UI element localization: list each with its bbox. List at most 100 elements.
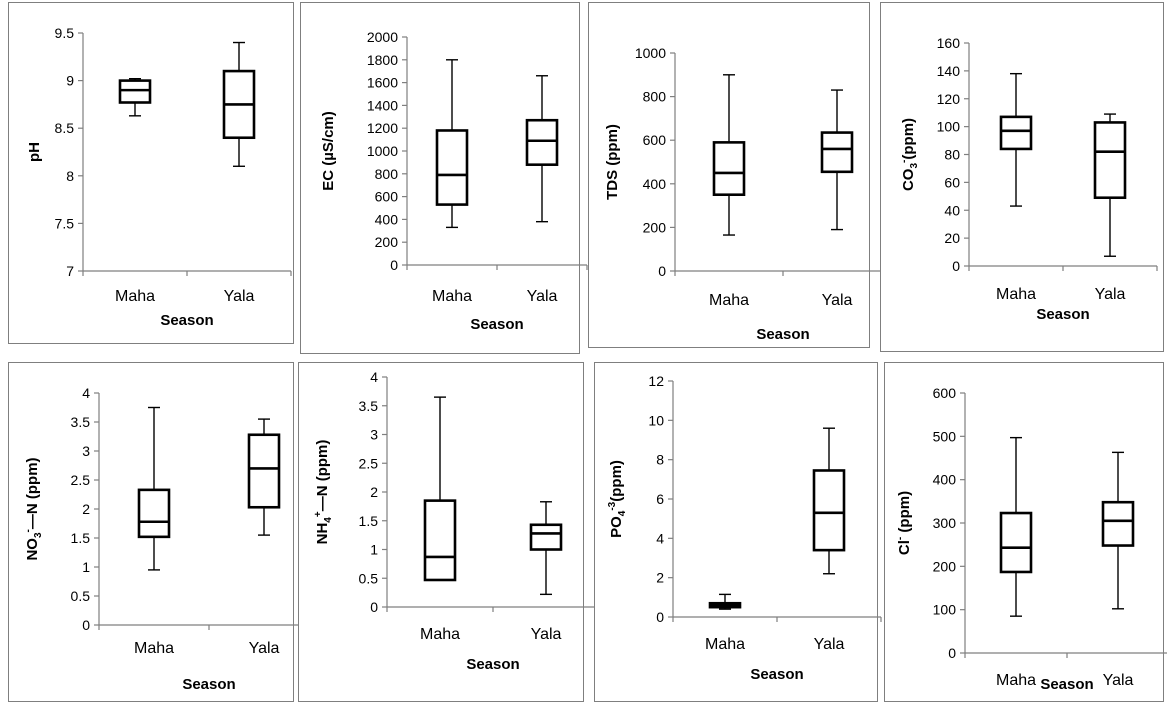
- y-tick-label: 10: [648, 412, 664, 428]
- y-tick-label: 1000: [367, 143, 398, 159]
- y-tick-label: 0: [370, 599, 378, 615]
- box-maha: [118, 77, 152, 117]
- box-body: [525, 118, 559, 166]
- chart-svg: 0 0.5 1 1.5 2 2.5 3 3.5 4 Maha Yala Season NH4+—N (p…: [313, 369, 600, 673]
- x-tick-label: Yala: [531, 626, 562, 643]
- y-axis-title: CO3-(ppm): [899, 118, 920, 191]
- x-tick-label: Maha: [996, 672, 1036, 689]
- x-tick-label: Yala: [224, 288, 255, 305]
- chart-svg: 7 7.5 8 8.5 9 9.5 Maha Yala Season pH: [26, 25, 292, 329]
- box-body: [999, 511, 1033, 574]
- y-tick-label: 100: [937, 119, 961, 135]
- y-tick-label: 40: [944, 202, 960, 218]
- box-maha: [999, 72, 1033, 207]
- y-tick-label: 0: [390, 257, 398, 273]
- x-tick-label: Maha: [420, 626, 460, 643]
- y-tick-label: 600: [375, 189, 399, 205]
- y-tick-label: 1: [370, 542, 378, 558]
- box-maha: [435, 59, 469, 229]
- y-tick-label: 12: [648, 373, 664, 389]
- y-tick-label: 200: [375, 234, 399, 250]
- y-tick-label: 20: [944, 230, 960, 246]
- y-tick-label: 200: [643, 219, 667, 235]
- y-tick-label: 1.5: [359, 513, 379, 529]
- box-yala: [812, 427, 846, 575]
- x-axis-title: Season: [466, 656, 519, 673]
- y-tick-label: 1200: [367, 120, 398, 136]
- y-tick-label: 8.5: [55, 120, 75, 136]
- box-maha: [708, 593, 742, 610]
- box-yala: [1093, 113, 1127, 257]
- box-body: [118, 79, 152, 104]
- box-body: [1101, 500, 1135, 547]
- box-body: [423, 499, 457, 582]
- y-tick-label: 140: [937, 63, 961, 79]
- x-axis-title: Season: [160, 312, 213, 329]
- y-axis-title: NH4+—N (ppm): [313, 440, 334, 545]
- x-tick-label: Maha: [432, 288, 472, 305]
- x-axis-title: Season: [756, 326, 809, 343]
- y-axis-title: pH: [26, 142, 43, 162]
- chart-panel-cl: 0 100 200 300 400 500 600 Maha Yala Season Cl- (pp…: [884, 362, 1167, 702]
- y-tick-label: 600: [643, 132, 667, 148]
- box-body: [529, 523, 563, 551]
- box-maha: [137, 406, 171, 571]
- y-tick-label: 400: [375, 211, 399, 227]
- box-body: [435, 129, 469, 206]
- y-tick-label: 1600: [367, 75, 398, 91]
- chart-svg: 0 20 40 60 80 100 120 140 160 Maha Yala Season CO3-(…: [899, 35, 1158, 323]
- chart-svg: 0 2 4 6 8 10 12 Maha Yala Season PO4-3(ppm): [607, 373, 882, 683]
- x-tick-label: Maha: [705, 636, 745, 653]
- chart-panel-no3: 0 0.5 1 1.5 2 2.5 3 3.5 4 Maha Yala Season NO3-—N (p…: [8, 362, 320, 702]
- box-body: [137, 488, 171, 539]
- box-maha: [999, 436, 1033, 617]
- y-tick-label: 4: [370, 369, 378, 385]
- x-tick-label: Maha: [709, 292, 749, 309]
- x-tick-label: Maha: [996, 286, 1036, 303]
- y-axis-title: TDS (ppm): [604, 124, 621, 200]
- x-tick-label: Yala: [249, 640, 280, 657]
- x-axis-title: Season: [182, 676, 235, 693]
- y-tick-label: 7: [66, 263, 74, 279]
- y-tick-label: 200: [933, 558, 957, 574]
- y-tick-label: 800: [375, 166, 399, 182]
- y-tick-label: 3.5: [71, 414, 91, 430]
- y-tick-label: 1800: [367, 52, 398, 68]
- y-tick-label: 160: [937, 35, 961, 51]
- x-tick-label: Yala: [1103, 672, 1134, 689]
- chart-svg: 0 200 400 600 800 1000 Maha Yala Season TDS (ppm): [604, 45, 892, 343]
- box-yala: [820, 89, 854, 231]
- y-tick-label: 3: [370, 427, 378, 443]
- y-tick-label: 0.5: [71, 588, 91, 604]
- y-tick-label: 1000: [635, 45, 666, 61]
- x-tick-label: Yala: [527, 288, 558, 305]
- y-tick-label: 8: [656, 452, 664, 468]
- y-tick-label: 0: [82, 617, 90, 633]
- y-tick-label: 600: [933, 385, 957, 401]
- y-tick-label: 60: [944, 174, 960, 190]
- y-tick-label: 8: [66, 168, 74, 184]
- chart-panel-nh4: 0 0.5 1 1.5 2 2.5 3 3.5 4 Maha Yala Season NH4+—N (p…: [298, 362, 600, 702]
- y-tick-label: 0: [952, 258, 960, 274]
- y-tick-label: 2: [82, 501, 90, 517]
- y-tick-label: 400: [933, 472, 957, 488]
- box-body: [247, 433, 281, 509]
- y-axis-title: EC (µS/cm): [320, 111, 337, 191]
- x-tick-label: Yala: [814, 636, 845, 653]
- y-tick-label: 4: [656, 530, 664, 546]
- y-tick-label: 800: [643, 89, 667, 105]
- box-body: [812, 469, 846, 552]
- x-tick-label: Maha: [115, 288, 155, 305]
- x-tick-label: Yala: [822, 292, 853, 309]
- y-tick-label: 300: [933, 515, 957, 531]
- box-body: [1093, 121, 1127, 200]
- y-tick-label: 1400: [367, 97, 398, 113]
- chart-svg: 0 200 400 600 800 1000 1200 1400 1600 1800 2000 Mah…: [320, 29, 588, 333]
- y-tick-label: 6: [656, 491, 664, 507]
- box-yala: [525, 75, 559, 223]
- box-yala: [1101, 451, 1135, 610]
- y-tick-label: 2.5: [359, 455, 379, 471]
- x-axis-title: Season: [1040, 676, 1093, 693]
- y-tick-label: 1: [82, 559, 90, 575]
- y-tick-label: 4: [82, 385, 90, 401]
